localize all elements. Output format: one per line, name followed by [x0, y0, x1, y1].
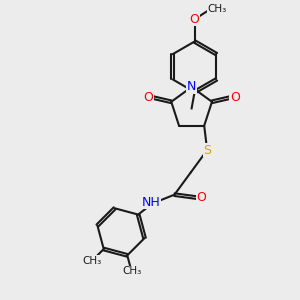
Text: O: O: [190, 13, 200, 26]
Text: O: O: [230, 91, 240, 104]
Text: CH₃: CH₃: [82, 256, 102, 266]
Text: O: O: [143, 91, 153, 104]
Text: N: N: [187, 80, 196, 94]
Text: NH: NH: [141, 196, 160, 208]
Text: S: S: [203, 144, 211, 157]
Text: O: O: [196, 191, 206, 204]
Text: CH₃: CH₃: [122, 266, 141, 276]
Text: CH₃: CH₃: [207, 4, 226, 14]
